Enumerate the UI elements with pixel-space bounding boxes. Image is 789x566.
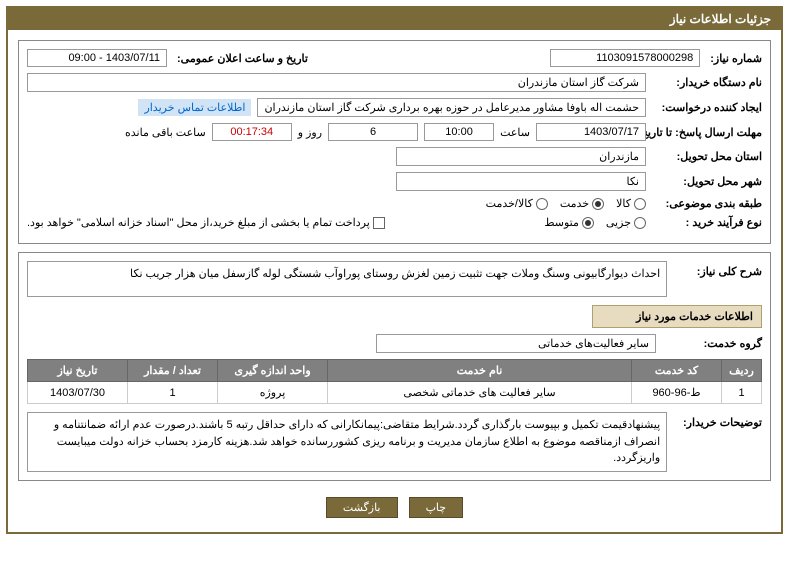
print-button[interactable]: چاپ	[409, 497, 464, 518]
col-unit: واحد اندازه گیری	[218, 360, 328, 382]
remaining-text: ساعت باقی مانده	[125, 126, 206, 139]
radio-icon	[536, 198, 548, 210]
class-goods-service-option[interactable]: کالا/خدمت	[486, 197, 548, 210]
delivery-city-label: شهر محل تحویل:	[652, 175, 762, 188]
process-partial-option[interactable]: جزیی	[606, 216, 646, 229]
deadline-date-value: 1403/07/17	[536, 123, 646, 141]
process-partial-label: جزیی	[606, 216, 631, 229]
process-medium-option[interactable]: متوسط	[544, 216, 594, 229]
treasury-checkbox-item[interactable]: پرداخت تمام یا بخشی از مبلغ خرید،از محل …	[27, 216, 385, 229]
service-group-label: گروه خدمت:	[662, 337, 762, 350]
time-label: ساعت	[500, 126, 530, 139]
announce-label: تاریخ و ساعت اعلان عمومی:	[173, 52, 308, 65]
table-row: 1 ط-96-960 سایر فعالیت های خدماتی شخصی پ…	[28, 382, 762, 404]
services-header: اطلاعات خدمات مورد نیاز	[592, 305, 762, 328]
requester-value: حشمت اله باوفا مشاور مدیرعامل در حوزه به…	[257, 98, 646, 117]
requester-label: ایجاد کننده درخواست:	[652, 101, 762, 114]
buyer-notes-text: پیشنهادقیمت تکمیل و بپیوست بارگذاری گردد…	[27, 412, 667, 472]
cell-service-name: سایر فعالیت های خدماتی شخصی	[328, 382, 632, 404]
subject-class-label: طبقه بندی موضوعی:	[652, 197, 762, 210]
checkbox-icon	[373, 217, 385, 229]
radio-icon	[592, 198, 604, 210]
class-service-option[interactable]: خدمت	[560, 197, 604, 210]
service-group-value: سایر فعالیت‌های خدماتی	[376, 334, 656, 353]
days-and-text: روز و	[298, 126, 322, 139]
button-row: چاپ بازگشت	[18, 489, 771, 522]
subject-class-group: کالا خدمت کالا/خدمت	[486, 197, 646, 210]
class-goods-option[interactable]: کالا	[616, 197, 646, 210]
col-need-date: تاریخ نیاز	[28, 360, 128, 382]
back-button[interactable]: بازگشت	[326, 497, 398, 518]
cell-need-date: 1403/07/30	[28, 382, 128, 404]
table-header-row: ردیف کد خدمت نام خدمت واحد اندازه گیری ت…	[28, 360, 762, 382]
process-type-group: جزیی متوسط	[544, 216, 646, 229]
class-service-label: خدمت	[560, 197, 589, 210]
cell-qty: 1	[128, 382, 218, 404]
buyer-org-value: شرکت گاز استان مازندران	[27, 73, 646, 92]
deadline-time-value: 10:00	[424, 123, 494, 141]
buyer-notes-label: توضیحات خریدار:	[675, 412, 762, 429]
contact-buyer-link[interactable]: اطلاعات تماس خریدار	[138, 99, 251, 116]
col-service-name: نام خدمت	[328, 360, 632, 382]
cell-row: 1	[722, 382, 762, 404]
col-qty: تعداد / مقدار	[128, 360, 218, 382]
radio-icon	[634, 217, 646, 229]
col-service-code: کد خدمت	[632, 360, 722, 382]
description-panel: شرح کلی نیاز: احداث دیوارگابیونی وسنگ وم…	[18, 252, 771, 481]
delivery-province-label: استان محل تحویل:	[652, 150, 762, 163]
main-frame: جزئیات اطلاعات نیاز شماره نیاز: 11030915…	[6, 6, 783, 534]
remaining-time-value: 00:17:34	[212, 123, 292, 141]
class-goods-label: کالا	[616, 197, 631, 210]
need-number-value: 1103091578000298	[550, 49, 700, 67]
radio-icon	[582, 217, 594, 229]
remaining-days-value: 6	[328, 123, 418, 141]
deadline-label: مهلت ارسال پاسخ: تا تاریخ:	[652, 126, 762, 139]
delivery-city-value: نکا	[396, 172, 646, 191]
treasury-note-text: پرداخت تمام یا بخشی از مبلغ خرید،از محل …	[27, 216, 370, 229]
overall-desc-label: شرح کلی نیاز:	[675, 261, 762, 278]
radio-icon	[634, 198, 646, 210]
overall-desc-text: احداث دیوارگابیونی وسنگ وملات جهت تثبیت …	[27, 261, 667, 297]
basic-info-panel: شماره نیاز: 1103091578000298 تاریخ و ساع…	[18, 40, 771, 244]
delivery-province-value: مازندران	[396, 147, 646, 166]
cell-unit: پروژه	[218, 382, 328, 404]
services-table: ردیف کد خدمت نام خدمت واحد اندازه گیری ت…	[27, 359, 762, 404]
buyer-org-label: نام دستگاه خریدار:	[652, 76, 762, 89]
announce-value: 1403/07/11 - 09:00	[27, 49, 167, 67]
title-bar: جزئیات اطلاعات نیاز	[8, 8, 781, 30]
content-area: شماره نیاز: 1103091578000298 تاریخ و ساع…	[8, 30, 781, 532]
cell-service-code: ط-96-960	[632, 382, 722, 404]
process-medium-label: متوسط	[544, 216, 579, 229]
col-row: ردیف	[722, 360, 762, 382]
process-type-label: نوع فرآیند خرید :	[652, 216, 762, 229]
class-goods-service-label: کالا/خدمت	[486, 197, 533, 210]
need-number-label: شماره نیاز:	[706, 52, 762, 65]
